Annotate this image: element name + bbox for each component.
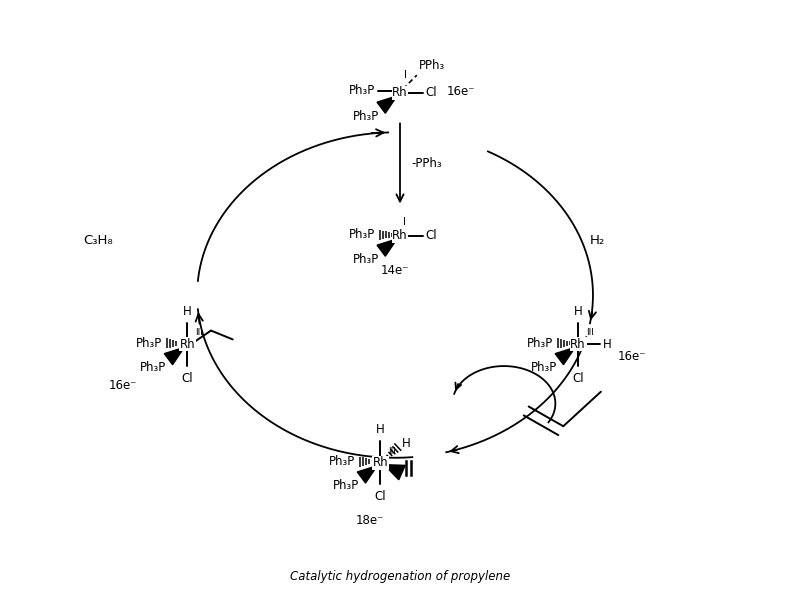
Text: Ph₃P: Ph₃P — [349, 229, 375, 241]
Polygon shape — [555, 347, 575, 365]
Text: Ph₃P: Ph₃P — [349, 85, 375, 97]
Text: Rh: Rh — [179, 338, 195, 351]
Text: H: H — [603, 338, 612, 351]
Text: Rh: Rh — [392, 86, 408, 100]
Text: H: H — [402, 437, 410, 451]
Text: Cl: Cl — [426, 86, 438, 100]
Text: H: H — [376, 423, 385, 436]
Text: H: H — [183, 305, 192, 318]
Text: H: H — [574, 305, 582, 318]
Text: Rh: Rh — [392, 229, 408, 242]
Text: Cl: Cl — [374, 490, 386, 503]
Text: -PPh₃: -PPh₃ — [412, 157, 442, 170]
Text: Ph₃P: Ph₃P — [527, 337, 554, 350]
Text: C₃H₈: C₃H₈ — [83, 235, 113, 247]
Text: I: I — [405, 70, 407, 80]
Polygon shape — [358, 466, 378, 483]
Text: 16e⁻: 16e⁻ — [618, 350, 646, 363]
Text: 16e⁻: 16e⁻ — [446, 85, 475, 98]
Polygon shape — [384, 464, 405, 480]
Text: Ph₃P: Ph₃P — [330, 455, 355, 468]
Text: H₂: H₂ — [590, 235, 606, 247]
Text: Ph₃P: Ph₃P — [140, 361, 166, 374]
Text: Ph₃P: Ph₃P — [136, 337, 162, 350]
Text: 18e⁻: 18e⁻ — [356, 514, 385, 527]
Text: III: III — [586, 328, 594, 337]
Text: 16e⁻: 16e⁻ — [109, 379, 137, 392]
Text: Ph₃P: Ph₃P — [531, 361, 558, 374]
Text: Rh: Rh — [372, 456, 388, 469]
Text: Catalytic hydrogenation of propylene: Catalytic hydrogenation of propylene — [290, 569, 510, 583]
Text: Cl: Cl — [182, 372, 193, 385]
Text: Ph₃P: Ph₃P — [353, 253, 379, 266]
Text: III: III — [388, 447, 396, 456]
Text: Rh: Rh — [570, 338, 586, 351]
Text: 14e⁻: 14e⁻ — [381, 263, 410, 277]
Polygon shape — [377, 96, 397, 113]
Text: Cl: Cl — [426, 229, 438, 242]
Text: III: III — [195, 328, 203, 337]
Text: Ph₃P: Ph₃P — [333, 479, 359, 493]
Text: Cl: Cl — [572, 372, 584, 385]
Text: PPh₃: PPh₃ — [419, 59, 445, 72]
Text: I: I — [403, 217, 406, 227]
Polygon shape — [377, 239, 397, 256]
Text: Ph₃P: Ph₃P — [353, 110, 379, 122]
Polygon shape — [164, 347, 184, 365]
